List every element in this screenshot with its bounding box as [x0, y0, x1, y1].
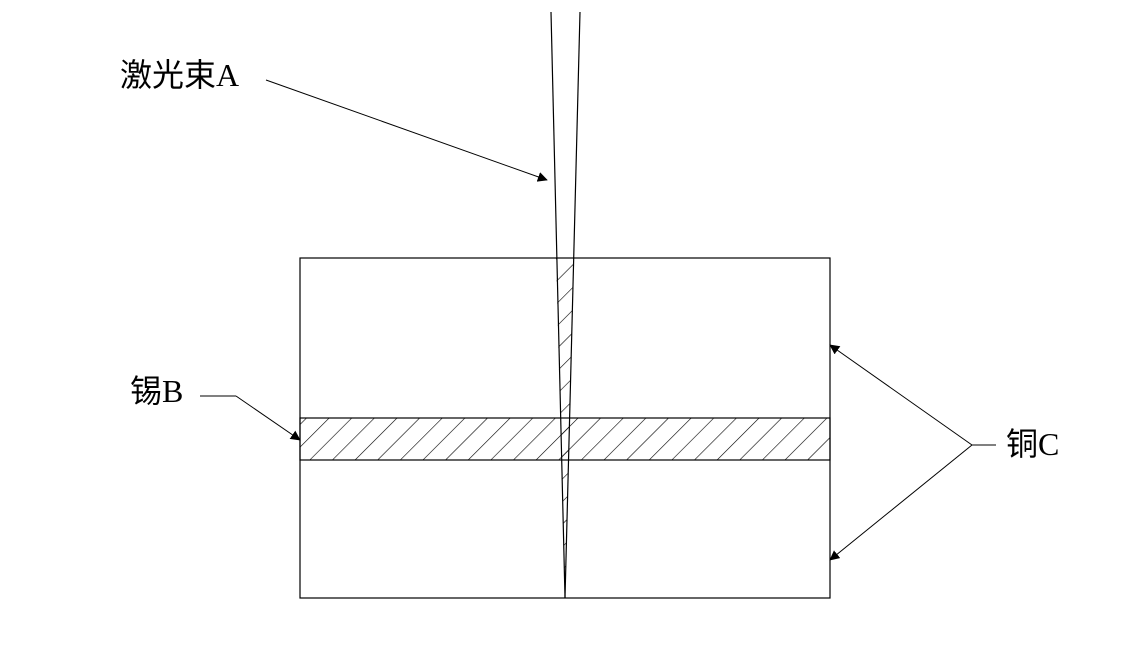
leader-laser — [266, 80, 547, 180]
leader-copper-upper — [830, 345, 972, 445]
tin-layer — [300, 418, 830, 460]
leader-tin-slant — [236, 396, 300, 440]
label-laser-beam-a: 激光束A — [120, 57, 239, 93]
label-copper-c: 铜C — [1006, 426, 1059, 462]
label-tin-b: 锡B — [130, 373, 183, 409]
leader-copper-lower — [830, 445, 972, 560]
